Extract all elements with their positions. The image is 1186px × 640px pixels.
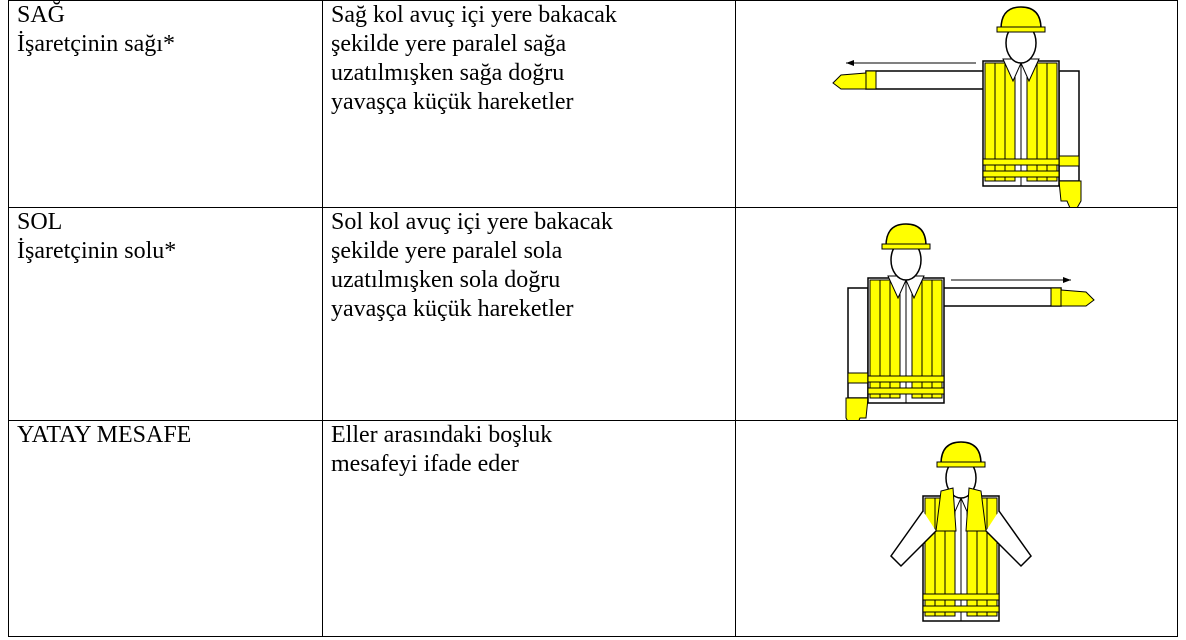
description: mesafeyi ifade eder bbox=[331, 451, 519, 477]
description: uzatılmışken sağa doğru bbox=[331, 60, 565, 86]
row: SAĞ İşaretçinin sağı* Sağ kol avuç içi ye… bbox=[8, 0, 1178, 208]
label-cell: YATAY MESAFE bbox=[8, 420, 323, 637]
label: İşaretçinin solu* bbox=[17, 238, 177, 264]
label: İşaretçinin sağı* bbox=[17, 31, 175, 57]
description: uzatılmışken sola doğru bbox=[331, 267, 561, 293]
description: şekilde yere paralel sağa bbox=[331, 31, 567, 57]
description: yavaşça küçük hareketler bbox=[331, 296, 574, 322]
description-cell: Sağ kol avuç içi yere bakacak şekilde yer… bbox=[322, 0, 736, 208]
signal-illustration bbox=[845, 223, 1095, 420]
row: SOL İşaretçinin solu* Sol kol avuç içi ye… bbox=[8, 207, 1178, 421]
label: YATAY MESAFE bbox=[17, 422, 192, 448]
label-cell: SAĞ İşaretçinin sağı* bbox=[8, 0, 323, 208]
signal-table: SAĞ İşaretçinin sağı* Sağ kol avuç içi ye… bbox=[8, 0, 1178, 637]
image-cell bbox=[735, 0, 1178, 208]
image-cell bbox=[735, 207, 1178, 421]
description-cell: Sol kol avuç içi yere bakacak şekilde yer… bbox=[322, 207, 736, 421]
description: Sol kol avuç içi yere bakacak bbox=[331, 209, 613, 235]
label: SOL bbox=[17, 209, 63, 235]
row: YATAY MESAFE Eller arasındaki boşluk mesa… bbox=[8, 420, 1178, 637]
description: Sağ kol avuç içi yere bakacak bbox=[331, 2, 617, 28]
description: yavaşça küçük hareketler bbox=[331, 89, 574, 115]
image-cell bbox=[735, 420, 1178, 637]
label: SAĞ bbox=[17, 2, 66, 28]
description: Eller arasındaki boşluk bbox=[331, 422, 553, 448]
signal-illustration bbox=[890, 441, 1032, 622]
label-cell: SOL İşaretçinin solu* bbox=[8, 207, 323, 421]
description-cell: Eller arasındaki boşluk mesafeyi ifade ed… bbox=[322, 420, 736, 637]
signal-illustration bbox=[832, 6, 1082, 207]
description: şekilde yere paralel sola bbox=[331, 238, 563, 264]
